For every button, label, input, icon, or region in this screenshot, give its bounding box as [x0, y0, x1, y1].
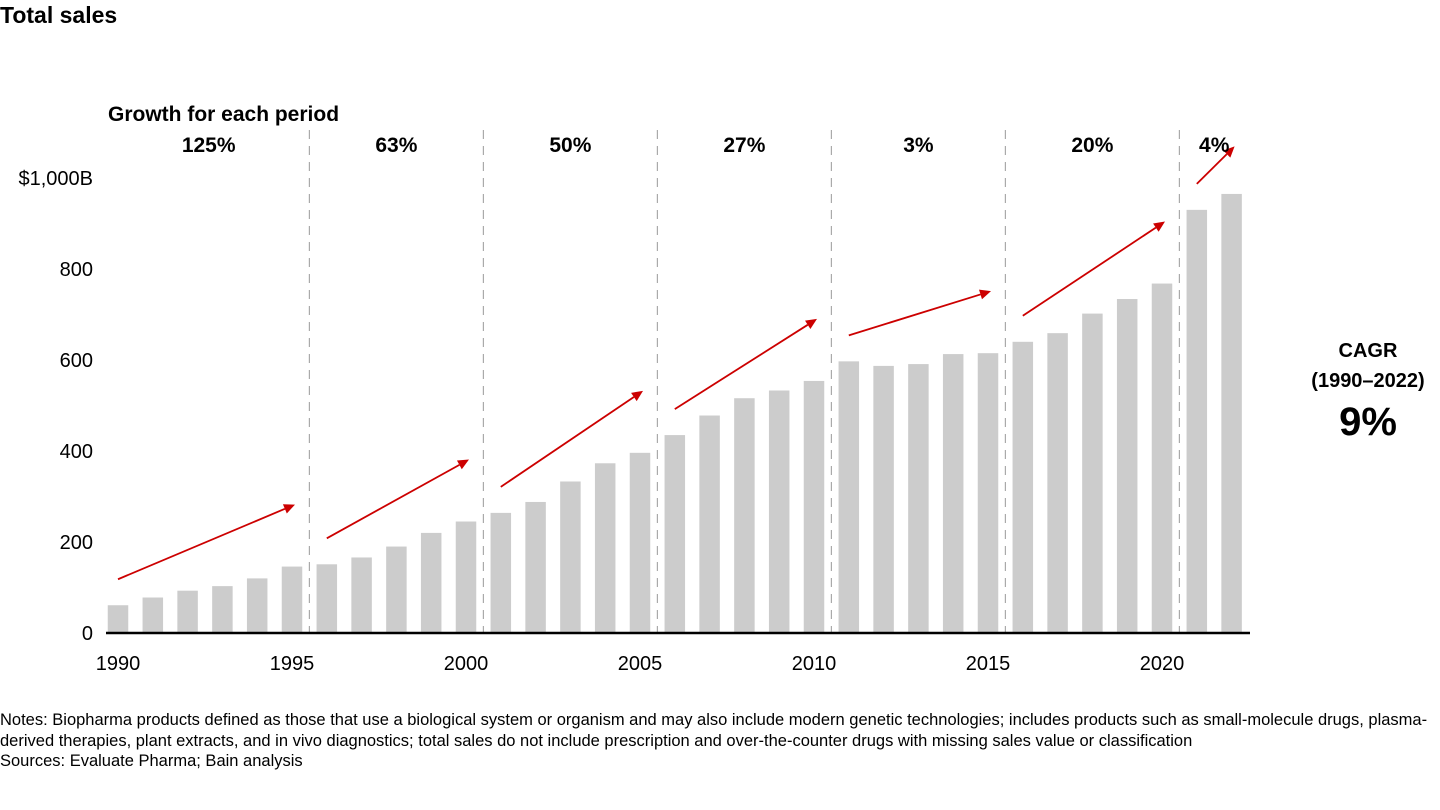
growth-arrow-line [500, 396, 635, 488]
y-tick-label: $1,000B [18, 168, 93, 190]
notes-text: Notes: Biopharma products defined as tho… [0, 711, 1428, 750]
growth-arrow-line [848, 293, 981, 337]
growth-arrow-head [456, 459, 469, 470]
growth-label: 3% [903, 134, 934, 157]
growth-arrow-head [805, 318, 817, 330]
bar-1999 [420, 532, 442, 633]
bar-1997 [351, 557, 372, 633]
growth-arrow-head [631, 390, 643, 402]
bar-chart: Growth for each period 125% 63% 50% 27% 3% 20… [18, 103, 1250, 675]
bar-2011 [838, 361, 860, 633]
period-dividers [308, 130, 1181, 633]
growth-label: 50% [549, 134, 591, 157]
growth-arrow-head [1223, 146, 1235, 158]
bar-2014 [942, 354, 964, 633]
growth-label: 4% [1199, 134, 1230, 157]
bars [107, 193, 1242, 634]
bar-2006 [664, 435, 686, 633]
growth-label: 125% [182, 134, 236, 157]
bar-2013 [908, 364, 929, 633]
growth-arrows [117, 146, 1235, 581]
x-tick-label: 2015 [966, 653, 1011, 675]
x-tick-label: 2000 [444, 653, 489, 675]
y-tick-label: 800 [60, 259, 93, 281]
growth-arrow-head [1153, 221, 1165, 232]
bar-2003 [560, 481, 581, 633]
bar-2009 [768, 390, 790, 633]
bar-2020 [1151, 283, 1173, 633]
x-tick-label: 2010 [792, 653, 837, 675]
cagr-label: CAGR [1338, 340, 1398, 362]
bar-2019 [1116, 299, 1138, 633]
growth-arrow-line [326, 464, 460, 540]
footnotes: Notes: Biopharma products defined as tho… [0, 710, 1440, 772]
bar-2017 [1047, 333, 1068, 633]
bar-2010 [803, 380, 825, 633]
bar-1993 [212, 586, 233, 633]
bar-2016 [1012, 341, 1034, 633]
cagr-period: (1990–2022) [1311, 370, 1425, 392]
growth-header: Growth for each period [108, 103, 339, 126]
bar-1992 [177, 590, 198, 633]
bar-2022 [1221, 193, 1242, 634]
y-tick-label: 200 [60, 532, 93, 554]
y-tick-label: 600 [60, 350, 93, 372]
cagr-value: 9% [1339, 400, 1397, 444]
chart-title: Total sales [0, 2, 118, 28]
bar-1990 [107, 605, 129, 633]
cagr-callout: CAGR (1990–2022) 9% [1296, 336, 1440, 446]
bar-1991 [142, 597, 164, 633]
x-tick-label: 2020 [1140, 653, 1185, 675]
x-tick-label: 1990 [96, 653, 141, 675]
growth-label: 27% [723, 134, 765, 157]
bar-1996 [316, 564, 338, 633]
x-axis-ticks: 1990 1995 2000 2005 2010 2015 2020 [96, 653, 1185, 675]
growth-arrow-line [674, 324, 809, 410]
sources-text: Sources: Evaluate Pharma; Bain analysis [0, 752, 303, 770]
x-tick-label: 2005 [618, 653, 663, 675]
bar-2001 [490, 512, 512, 633]
bar-2000 [455, 521, 477, 633]
bar-1994 [246, 578, 268, 633]
bar-2004 [594, 463, 616, 633]
y-tick-label: 400 [60, 441, 93, 463]
bar-2015 [977, 353, 999, 633]
bar-1995 [281, 566, 303, 633]
bar-2008 [734, 398, 755, 633]
bar-2007 [699, 415, 720, 633]
growth-labels: 125% 63% 50% 27% 3% 20% 4% [182, 134, 1230, 157]
bar-1998 [386, 546, 407, 633]
bar-2021 [1186, 209, 1208, 633]
y-axis-ticks: 0 200 400 600 800 $1,000B [18, 168, 93, 645]
growth-arrow-line [1196, 153, 1228, 185]
growth-arrow-head [282, 504, 295, 514]
growth-arrow-line [117, 508, 286, 581]
bar-2002 [525, 501, 546, 633]
bar-2012 [873, 365, 894, 633]
growth-arrow-head [979, 289, 991, 300]
y-tick-label: 0 [82, 623, 93, 645]
growth-arrow-line [1022, 226, 1157, 317]
x-tick-label: 1995 [270, 653, 315, 675]
growth-label: 20% [1071, 134, 1113, 157]
growth-label: 63% [375, 134, 417, 157]
bar-2005 [629, 452, 651, 633]
bar-2018 [1082, 313, 1103, 633]
